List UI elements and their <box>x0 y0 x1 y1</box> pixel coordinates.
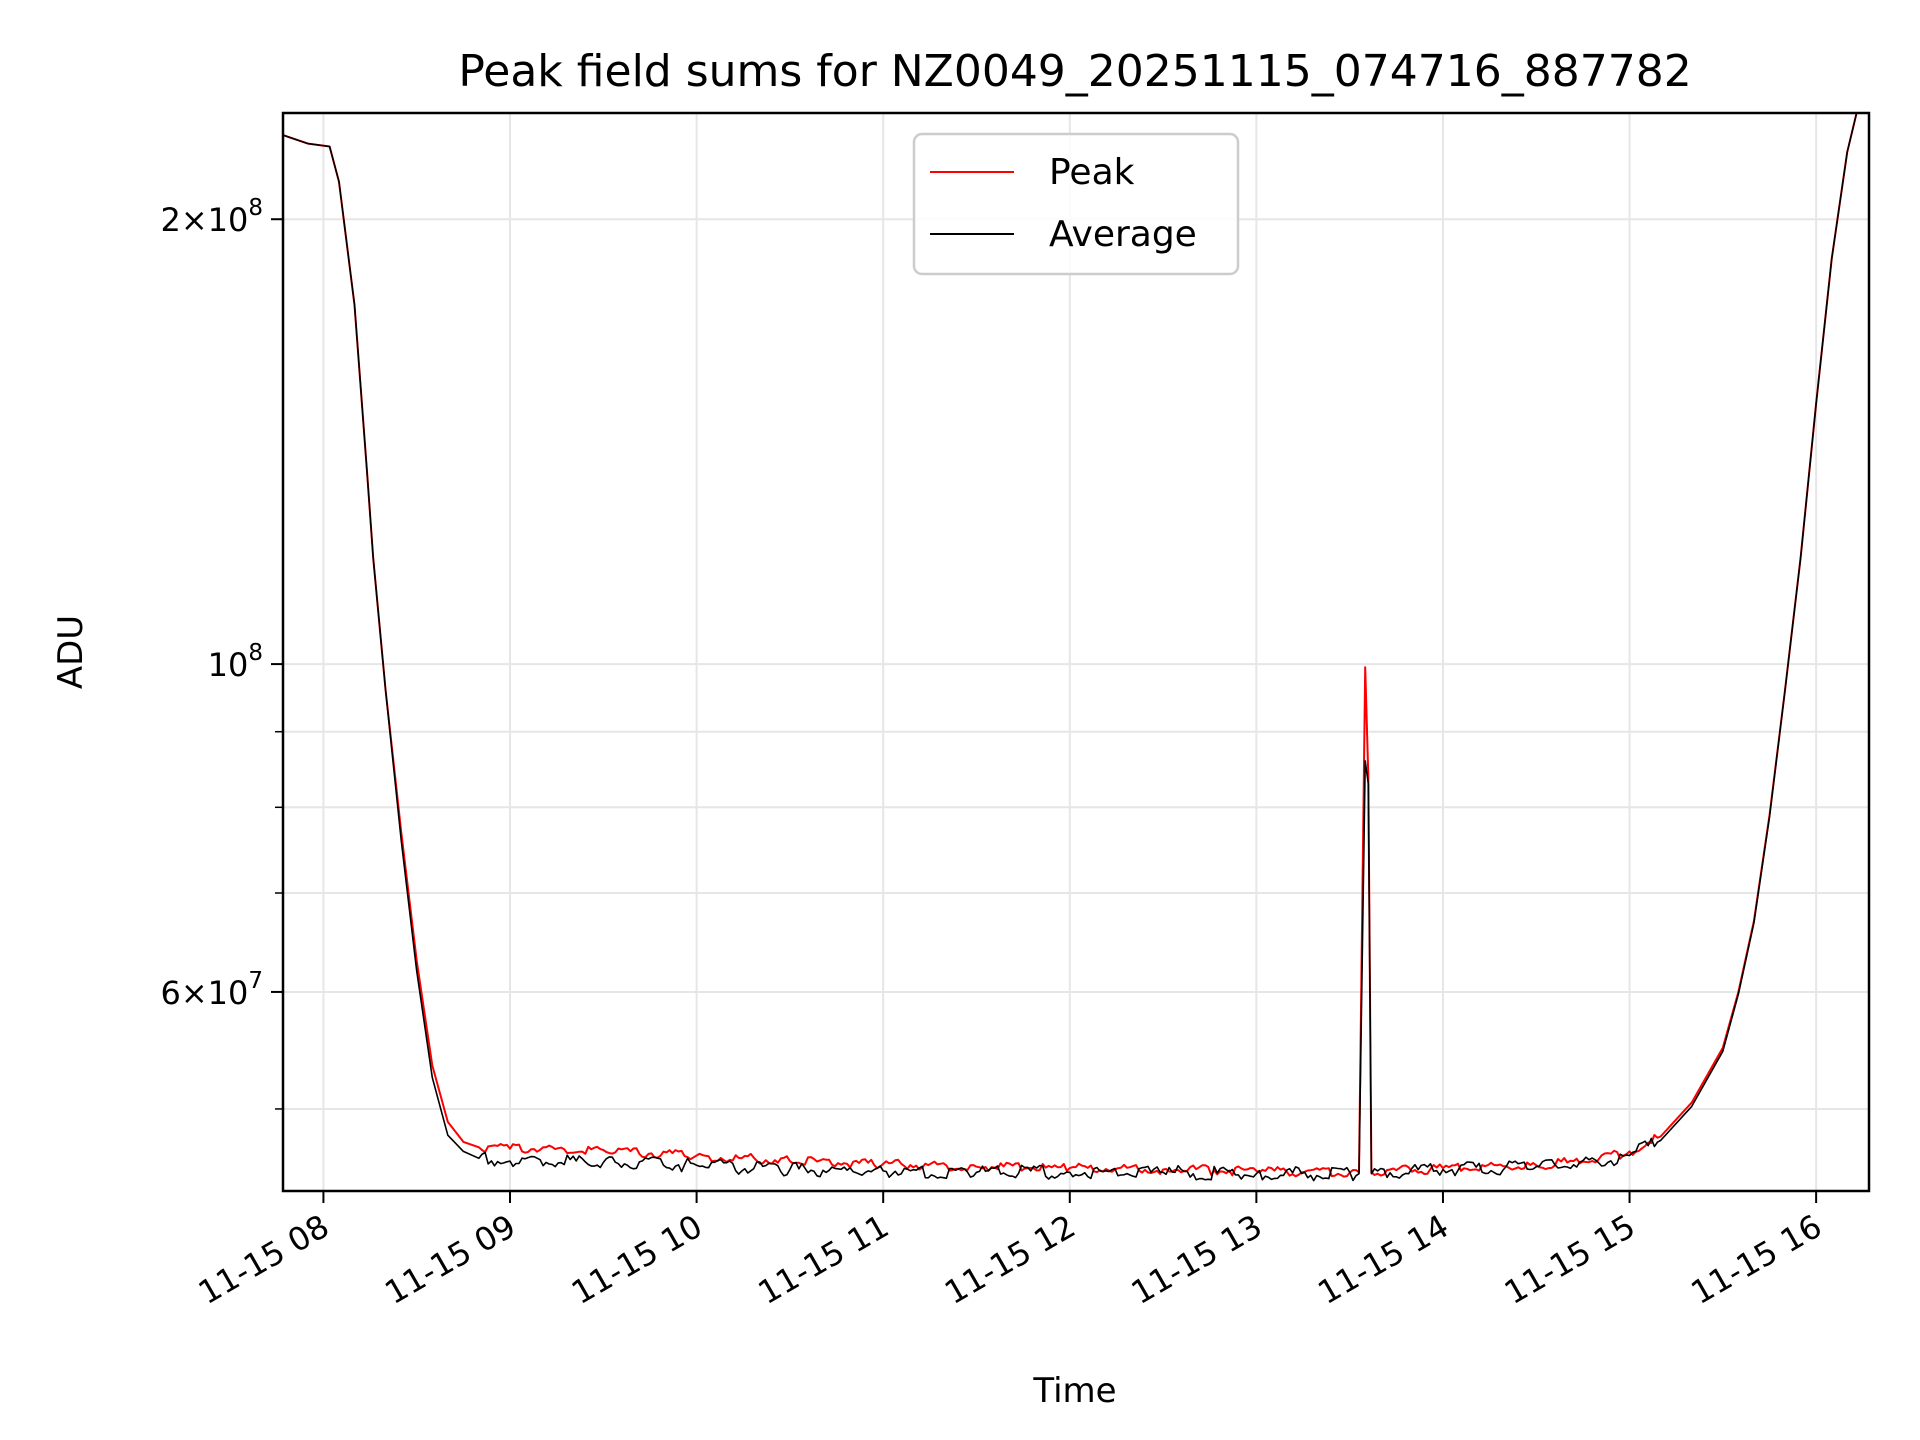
y-tick-base: 10 <box>208 646 249 684</box>
legend-label-average: Average <box>1049 214 1197 255</box>
x-axis-label: Time <box>1032 1371 1116 1411</box>
series-line-average <box>283 113 1869 1182</box>
series-peak <box>283 113 1869 1178</box>
legend-box <box>912 132 1240 276</box>
y-tick-exponent: 8 <box>248 195 263 221</box>
series-line-peak <box>283 113 1869 1178</box>
y-tick-ten: 10 <box>208 974 249 1012</box>
y-tick-label: 6×107 <box>160 968 263 1012</box>
y-tick-exponent: 7 <box>248 968 263 994</box>
y-tick-base: 6 <box>160 974 180 1012</box>
y-tick-ten: 10 <box>208 201 249 239</box>
y-tick-exponent: 8 <box>248 640 263 666</box>
y-tick-times: × <box>181 974 208 1012</box>
y-tick-times: × <box>181 201 208 239</box>
series-layer <box>283 113 1869 1182</box>
legend: Peak Average <box>912 132 1240 276</box>
series-average <box>283 113 1869 1182</box>
legend-label-peak: Peak <box>1049 152 1135 193</box>
y-axis-label: ADU <box>51 615 91 689</box>
y-tick-label: 108 <box>208 640 263 684</box>
y-tick-label: 2×108 <box>160 195 263 239</box>
plot-frame <box>281 111 1871 1193</box>
y-tick-base: 2 <box>160 201 180 239</box>
chart-title: Peak field sums for NZ0049_20251115_0747… <box>458 46 1691 97</box>
